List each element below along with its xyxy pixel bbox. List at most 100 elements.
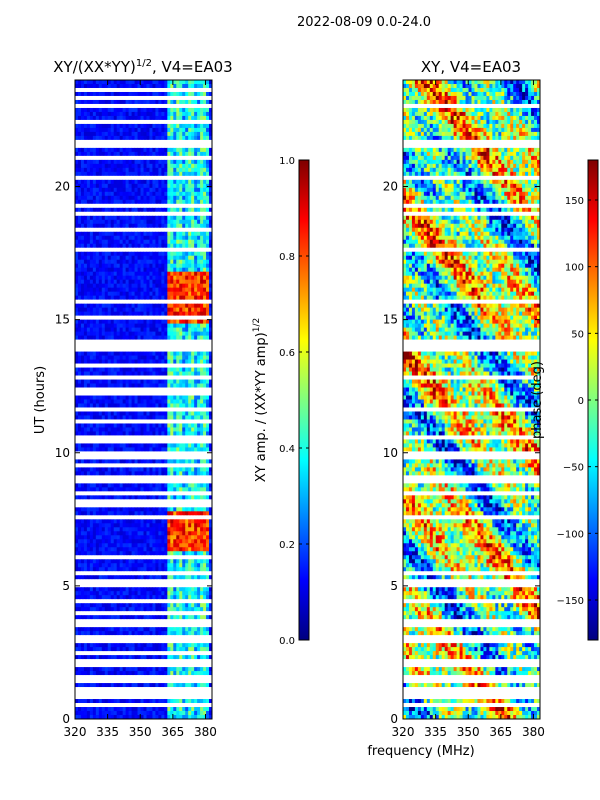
heatmap-cell (206, 216, 209, 220)
heatmap-cell (170, 252, 173, 256)
heatmap-cell (84, 200, 87, 204)
heatmap-cell (158, 479, 161, 483)
heatmap-cell (96, 503, 99, 507)
heatmap-cell (152, 120, 155, 124)
heatmap-cell (96, 172, 99, 176)
heatmap-cell (206, 104, 209, 108)
heatmap-cell (146, 128, 149, 132)
heatmap-cell (158, 196, 161, 200)
heatmap-cell (138, 491, 141, 495)
heatmap-cell (96, 427, 99, 431)
heatmap-cell (111, 160, 114, 164)
heatmap-cell (111, 491, 114, 495)
heatmap-cell (155, 228, 158, 232)
heatmap-cell (117, 164, 120, 168)
heatmap-cell (90, 487, 93, 491)
heatmap-cell (105, 356, 108, 360)
heatmap-cell (146, 232, 149, 236)
heatmap-cell (123, 172, 126, 176)
heatmap-cell (123, 320, 126, 324)
heatmap-cell (102, 256, 105, 260)
heatmap-cell (108, 312, 111, 316)
heatmap-cell (129, 244, 132, 248)
heatmap-cell (141, 120, 144, 124)
heatmap-cell (126, 304, 129, 308)
heatmap-cell (120, 483, 123, 487)
heatmap-cell (99, 124, 102, 128)
heatmap-cell (197, 136, 200, 140)
heatmap-cell (87, 352, 90, 356)
heatmap-cell (179, 136, 182, 140)
heatmap-cell (129, 388, 132, 392)
heatmap-cell (149, 188, 152, 192)
heatmap-cell (179, 312, 182, 316)
heatmap-cell (105, 308, 108, 312)
heatmap-cell (84, 407, 87, 411)
heatmap-cell (120, 156, 123, 160)
heatmap-cell (194, 88, 197, 92)
heatmap-cell (173, 471, 176, 475)
heatmap-cell (203, 148, 206, 152)
heatmap-cell (176, 192, 179, 196)
heatmap-cell (158, 200, 161, 204)
heatmap-cell (155, 176, 158, 180)
heatmap-cell (185, 204, 188, 208)
heatmap-cell (126, 483, 129, 487)
heatmap-cell (111, 136, 114, 140)
heatmap-cell (129, 260, 132, 264)
heatmap-cell (105, 152, 108, 156)
heatmap-cell (149, 495, 152, 499)
heatmap-cell (206, 244, 209, 248)
heatmap-cell (99, 176, 102, 180)
heatmap-cell (200, 280, 203, 284)
heatmap-cell (161, 280, 164, 284)
heatmap-cell (81, 236, 84, 240)
heatmap-cell (161, 364, 164, 368)
heatmap-cell (102, 124, 105, 128)
heatmap-cell (99, 120, 102, 124)
heatmap-cell (182, 272, 185, 276)
heatmap-cell (81, 352, 84, 356)
heatmap-cell (114, 388, 117, 392)
heatmap-cell (141, 228, 144, 232)
heatmap-cell (75, 396, 78, 400)
heatmap-cell (173, 388, 176, 392)
heatmap-cell (105, 423, 108, 427)
heatmap-cell (129, 264, 132, 268)
heatmap-cell (149, 376, 152, 380)
heatmap-cell (182, 324, 185, 328)
heatmap-cell (102, 228, 105, 232)
heatmap-cell (185, 288, 188, 292)
heatmap-cell (81, 284, 84, 288)
heatmap-cell (158, 288, 161, 292)
heatmap-cell (84, 439, 87, 443)
heatmap-cell (158, 80, 161, 84)
heatmap-cell (102, 340, 105, 344)
heatmap-cell (191, 320, 194, 324)
heatmap-cell (90, 292, 93, 296)
heatmap-cell (167, 439, 170, 443)
heatmap-cell (197, 172, 200, 176)
heatmap-cell (144, 503, 147, 507)
heatmap-cell (200, 188, 203, 192)
heatmap-cell (102, 284, 105, 288)
heatmap-cell (123, 467, 126, 471)
heatmap-cell (194, 435, 197, 439)
heatmap-cell (87, 260, 90, 264)
heatmap-cell (167, 467, 170, 471)
heatmap-cell (164, 280, 167, 284)
heatmap-cell (78, 419, 81, 423)
heatmap-cell (102, 104, 105, 108)
heatmap-cell (194, 148, 197, 152)
heatmap-cell (114, 124, 117, 128)
heatmap-cell (111, 467, 114, 471)
heatmap-cell (102, 176, 105, 180)
heatmap-cell (161, 463, 164, 467)
heatmap-cell (179, 232, 182, 236)
heatmap-cell (87, 184, 90, 188)
heatmap-cell (120, 360, 123, 364)
heatmap-cell (164, 364, 167, 368)
heatmap-cell (146, 300, 149, 304)
heatmap-cell (191, 220, 194, 224)
heatmap-cell (173, 392, 176, 396)
